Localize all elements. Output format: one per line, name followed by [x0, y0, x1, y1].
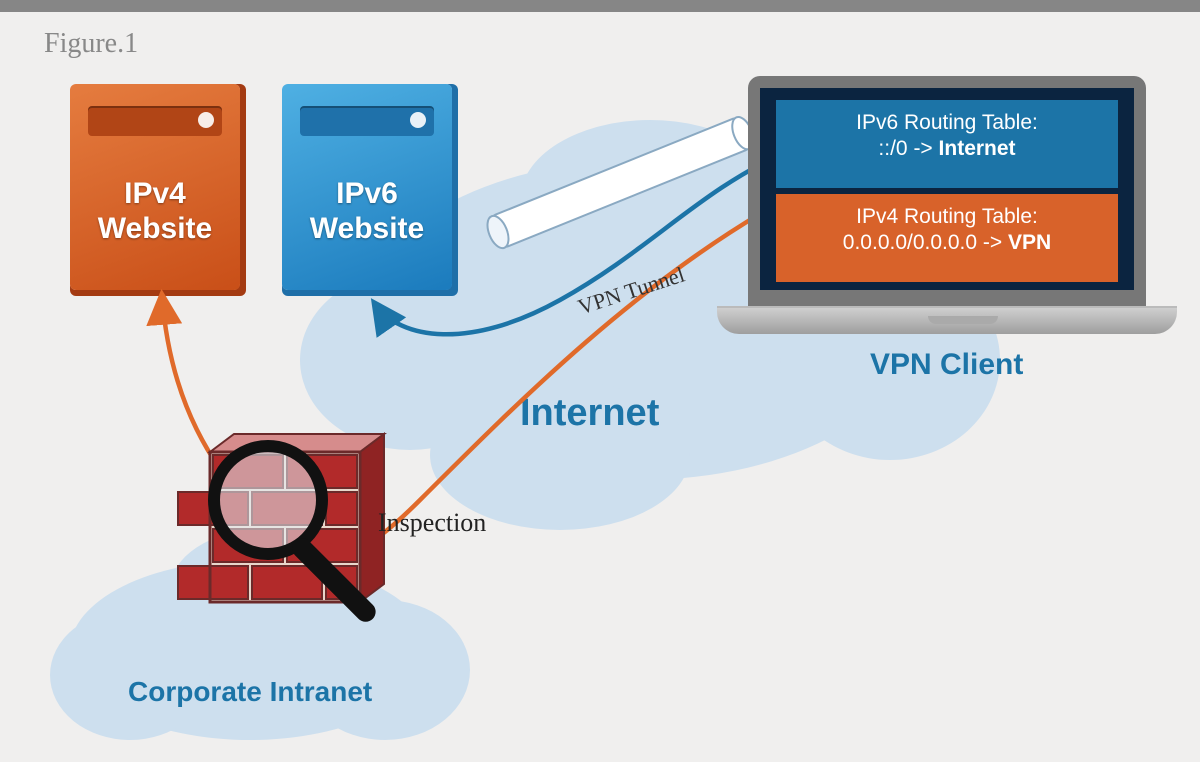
- ipv4-routing-panel: IPv4 Routing Table: 0.0.0.0/0.0.0.0 -> V…: [776, 194, 1118, 282]
- ipv6-routing-panel: IPv6 Routing Table: ::/0 -> Internet: [776, 100, 1118, 188]
- ipv6-server-label: IPv6Website: [282, 177, 452, 246]
- diagram-stage: Internet Corporate Intranet IPv4Website …: [0, 0, 1200, 762]
- inspection-label: Inspection: [378, 508, 486, 538]
- vpn-client-label: VPN Client: [870, 348, 1023, 382]
- internet-label: Internet: [520, 392, 659, 435]
- intranet-label: Corporate Intranet: [128, 676, 372, 708]
- ipv6-server: IPv6Website: [282, 84, 452, 290]
- ipv4-server: IPv4Website: [70, 84, 240, 290]
- vpn-client-laptop: IPv6 Routing Table: ::/0 -> Internet IPv…: [748, 76, 1177, 334]
- ipv4-server-label: IPv4Website: [70, 177, 240, 246]
